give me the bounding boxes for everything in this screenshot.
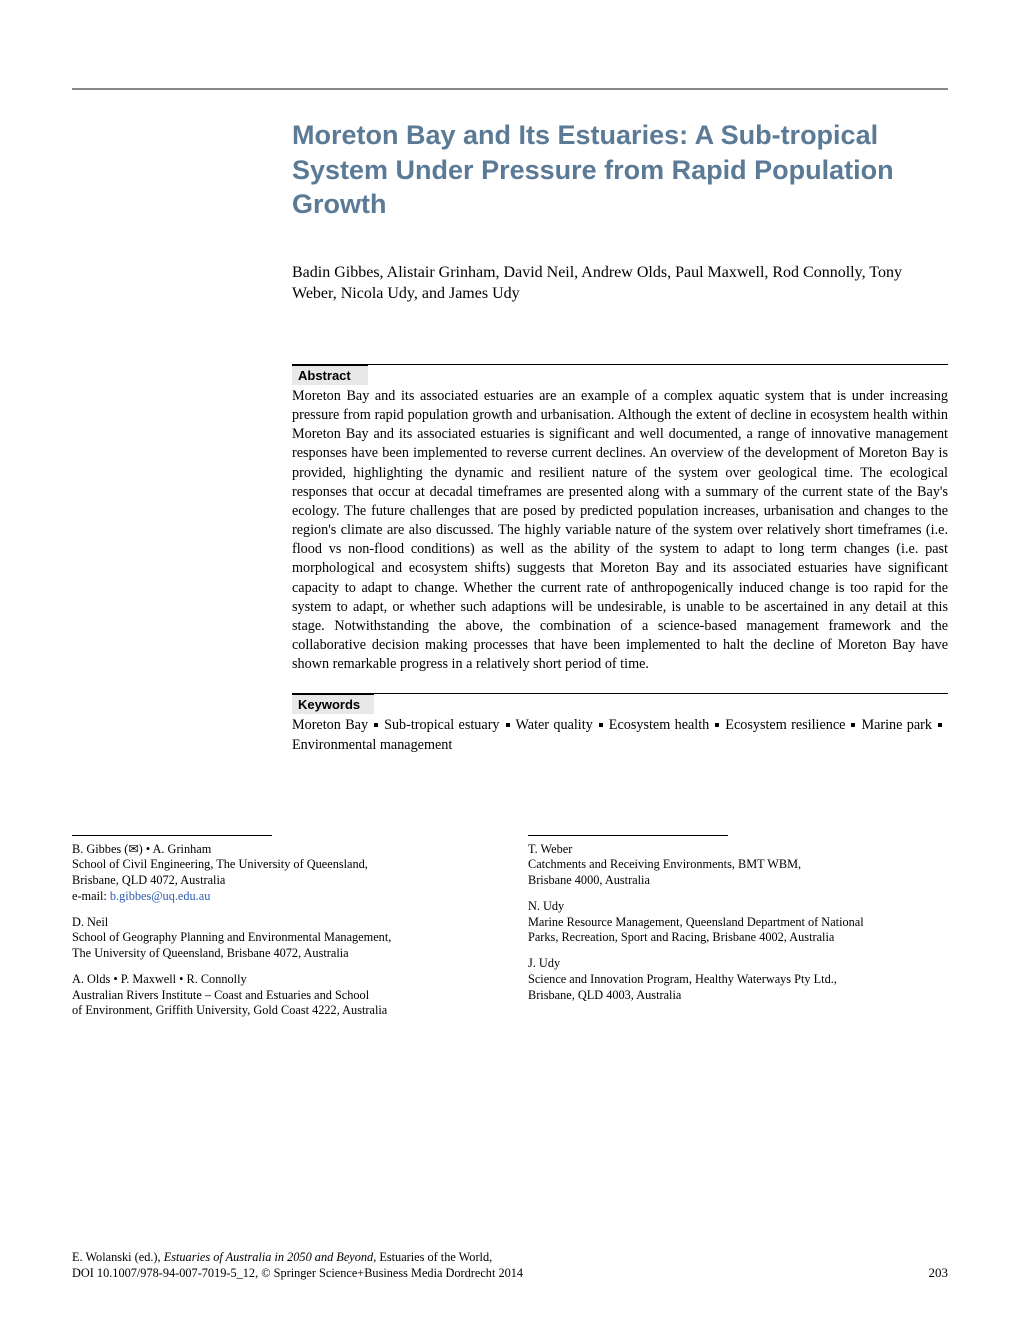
affiliation-line: School of Civil Engineering, The Univers… <box>72 857 492 873</box>
affiliation-names: B. Gibbes (✉) • A. Grinham <box>72 842 492 858</box>
affiliations-left-column: B. Gibbes (✉) • A. GrinhamSchool of Civi… <box>72 835 492 1029</box>
affiliation-names: D. Neil <box>72 915 492 931</box>
affiliation-line: Science and Innovation Program, Healthy … <box>528 972 948 988</box>
authors-line: Badin Gibbes, Alistair Grinham, David Ne… <box>292 262 948 305</box>
keyword: Ecosystem health <box>609 717 709 733</box>
affiliation-rule <box>72 835 272 836</box>
affiliation-line: The University of Queensland, Brisbane 4… <box>72 946 492 962</box>
keyword: Sub-tropical estuary <box>384 717 499 733</box>
footer-editor: E. Wolanski (ed.), <box>72 1250 164 1264</box>
page-footer: E. Wolanski (ed.), Estuaries of Australi… <box>72 1250 948 1282</box>
affiliation-group: J. UdyScience and Innovation Program, He… <box>528 956 948 1003</box>
abstract-body: Moreton Bay and its associated estuaries… <box>292 387 948 675</box>
keyword-separator <box>938 723 942 727</box>
footer-doi: DOI 10.1007/978-94-007-7019-5_12, © Spri… <box>72 1266 523 1280</box>
chapter-title: Moreton Bay and Its Estuaries: A Sub-tro… <box>292 118 948 222</box>
abstract-heading: Abstract <box>292 365 368 385</box>
keyword-separator <box>506 723 510 727</box>
affiliation-line: Brisbane, QLD 4072, Australia <box>72 873 492 889</box>
affiliation-line: Parks, Recreation, Sport and Racing, Bri… <box>528 930 948 946</box>
affiliations-right-column: T. WeberCatchments and Receiving Environ… <box>528 835 948 1029</box>
affiliation-names: T. Weber <box>528 842 948 858</box>
keyword: Marine park <box>861 717 932 733</box>
keyword-separator <box>374 723 378 727</box>
keyword: Moreton Bay <box>292 717 368 733</box>
affiliations-block: B. Gibbes (✉) • A. GrinhamSchool of Civi… <box>72 835 948 1029</box>
keyword-separator <box>715 723 719 727</box>
affiliation-group: B. Gibbes (✉) • A. GrinhamSchool of Civi… <box>72 842 492 905</box>
affiliation-names: J. Udy <box>528 956 948 972</box>
keyword: Ecosystem resilience <box>725 717 845 733</box>
abstract-section: Abstract Moreton Bay and its associated … <box>292 364 948 675</box>
footer-citation: E. Wolanski (ed.), Estuaries of Australi… <box>72 1250 909 1282</box>
keyword: Environmental management <box>292 737 452 753</box>
affiliation-line: School of Geography Planning and Environ… <box>72 930 492 946</box>
email-label: e-mail: <box>72 889 110 903</box>
top-horizontal-rule <box>72 88 948 90</box>
affiliation-group: N. UdyMarine Resource Management, Queens… <box>528 899 948 946</box>
affiliation-group: T. WeberCatchments and Receiving Environ… <box>528 842 948 889</box>
affiliation-line: Australian Rivers Institute – Coast and … <box>72 988 492 1004</box>
page-number: 203 <box>909 1265 949 1282</box>
affiliation-names: A. Olds • P. Maxwell • R. Connolly <box>72 972 492 988</box>
affiliation-group: D. NeilSchool of Geography Planning and … <box>72 915 492 962</box>
keyword: Water quality <box>516 717 593 733</box>
affiliation-line: Brisbane, QLD 4003, Australia <box>528 988 948 1004</box>
affiliation-line: Catchments and Receiving Environments, B… <box>528 857 948 873</box>
keywords-body: Moreton Bay Sub-tropical estuary Water qua… <box>292 716 948 754</box>
footer-series: , Estuaries of the World, <box>373 1250 492 1264</box>
keywords-heading: Keywords <box>292 694 374 714</box>
affiliation-email-line: e-mail: b.gibbes@uq.edu.au <box>72 889 492 905</box>
keyword-separator <box>851 723 855 727</box>
affiliation-line: Marine Resource Management, Queensland D… <box>528 915 948 931</box>
keyword-separator <box>599 723 603 727</box>
affiliation-names: N. Udy <box>528 899 948 915</box>
affiliation-line: of Environment, Griffith University, Gol… <box>72 1003 492 1019</box>
title-block: Moreton Bay and Its Estuaries: A Sub-tro… <box>292 118 948 222</box>
email-link[interactable]: b.gibbes@uq.edu.au <box>110 889 210 903</box>
footer-book-title: Estuaries of Australia in 2050 and Beyon… <box>164 1250 374 1264</box>
affiliation-line: Brisbane 4000, Australia <box>528 873 948 889</box>
keywords-section: Keywords Moreton Bay Sub-tropical estuary… <box>292 693 948 754</box>
affiliation-rule <box>528 835 728 836</box>
affiliation-group: A. Olds • P. Maxwell • R. ConnollyAustra… <box>72 972 492 1019</box>
